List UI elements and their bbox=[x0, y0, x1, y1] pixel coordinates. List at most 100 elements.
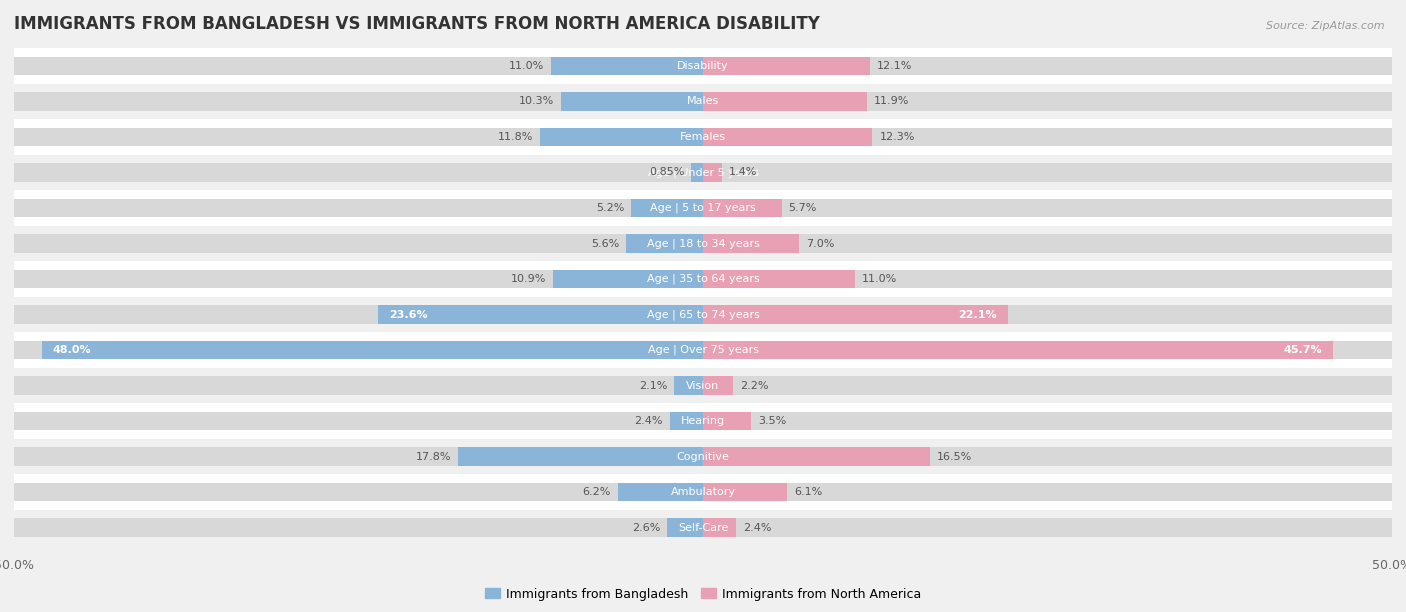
Bar bbox=[617, 483, 703, 501]
Text: Vision: Vision bbox=[686, 381, 720, 390]
Bar bbox=[14, 119, 1392, 155]
Text: Disability: Disability bbox=[678, 61, 728, 71]
Text: 12.3%: 12.3% bbox=[879, 132, 915, 142]
Text: 11.9%: 11.9% bbox=[875, 97, 910, 106]
Bar bbox=[14, 368, 1392, 403]
Legend: Immigrants from Bangladesh, Immigrants from North America: Immigrants from Bangladesh, Immigrants f… bbox=[479, 583, 927, 605]
Text: Self-Care: Self-Care bbox=[678, 523, 728, 532]
Text: 1.4%: 1.4% bbox=[730, 168, 758, 177]
Bar bbox=[703, 518, 737, 537]
Text: 45.7%: 45.7% bbox=[1284, 345, 1322, 355]
Text: Cognitive: Cognitive bbox=[676, 452, 730, 461]
Bar bbox=[14, 48, 1392, 84]
Bar bbox=[14, 234, 703, 253]
Bar bbox=[14, 155, 1392, 190]
Bar bbox=[14, 412, 703, 430]
Bar bbox=[14, 439, 1392, 474]
Bar bbox=[703, 518, 1392, 537]
Bar bbox=[540, 128, 703, 146]
Text: IMMIGRANTS FROM BANGLADESH VS IMMIGRANTS FROM NORTH AMERICA DISABILITY: IMMIGRANTS FROM BANGLADESH VS IMMIGRANTS… bbox=[14, 15, 820, 33]
Bar bbox=[14, 447, 703, 466]
Text: 16.5%: 16.5% bbox=[938, 452, 973, 461]
Bar bbox=[14, 332, 1392, 368]
Text: 11.0%: 11.0% bbox=[862, 274, 897, 284]
Text: 5.6%: 5.6% bbox=[591, 239, 619, 248]
Bar bbox=[703, 234, 800, 253]
Text: Ambulatory: Ambulatory bbox=[671, 487, 735, 497]
Text: Age | Over 75 years: Age | Over 75 years bbox=[648, 345, 758, 356]
Text: 7.0%: 7.0% bbox=[807, 239, 835, 248]
Bar bbox=[14, 84, 1392, 119]
Bar bbox=[668, 518, 703, 537]
Text: 10.9%: 10.9% bbox=[510, 274, 546, 284]
Bar bbox=[378, 305, 703, 324]
Text: 6.1%: 6.1% bbox=[794, 487, 823, 497]
Text: Age | 65 to 74 years: Age | 65 to 74 years bbox=[647, 309, 759, 320]
Bar bbox=[703, 412, 751, 430]
Bar bbox=[14, 518, 703, 537]
Text: Source: ZipAtlas.com: Source: ZipAtlas.com bbox=[1267, 21, 1385, 31]
Bar bbox=[631, 199, 703, 217]
Bar bbox=[14, 226, 1392, 261]
Bar bbox=[703, 376, 734, 395]
Bar bbox=[703, 341, 1392, 359]
Bar bbox=[669, 412, 703, 430]
Bar bbox=[703, 270, 1392, 288]
Bar bbox=[703, 305, 1392, 324]
Bar bbox=[703, 483, 787, 501]
Bar bbox=[703, 305, 1008, 324]
Text: 22.1%: 22.1% bbox=[957, 310, 997, 319]
Bar bbox=[14, 483, 703, 501]
Bar bbox=[14, 305, 703, 324]
Bar bbox=[42, 341, 703, 359]
Bar bbox=[692, 163, 703, 182]
Bar bbox=[14, 57, 703, 75]
Text: 6.2%: 6.2% bbox=[582, 487, 610, 497]
Bar bbox=[626, 234, 703, 253]
Text: 10.3%: 10.3% bbox=[519, 97, 554, 106]
Text: 5.2%: 5.2% bbox=[596, 203, 624, 213]
Bar bbox=[703, 234, 1392, 253]
Bar bbox=[14, 128, 703, 146]
Bar bbox=[14, 297, 1392, 332]
Text: 12.1%: 12.1% bbox=[876, 61, 912, 71]
Bar bbox=[14, 403, 1392, 439]
Text: Age | Under 5 years: Age | Under 5 years bbox=[648, 167, 758, 177]
Bar bbox=[703, 199, 1392, 217]
Bar bbox=[561, 92, 703, 111]
Bar bbox=[553, 270, 703, 288]
Bar bbox=[14, 376, 703, 395]
Text: 0.85%: 0.85% bbox=[650, 168, 685, 177]
Text: Age | 18 to 34 years: Age | 18 to 34 years bbox=[647, 238, 759, 249]
Text: Age | 35 to 64 years: Age | 35 to 64 years bbox=[647, 274, 759, 285]
Bar bbox=[14, 190, 1392, 226]
Bar bbox=[703, 57, 870, 75]
Bar bbox=[703, 128, 1392, 146]
Bar bbox=[703, 163, 723, 182]
Text: Females: Females bbox=[681, 132, 725, 142]
Bar bbox=[703, 376, 1392, 395]
Bar bbox=[703, 92, 868, 111]
Bar bbox=[703, 199, 782, 217]
Bar bbox=[703, 341, 1333, 359]
Text: 3.5%: 3.5% bbox=[758, 416, 786, 426]
Text: 11.8%: 11.8% bbox=[498, 132, 533, 142]
Text: 2.4%: 2.4% bbox=[634, 416, 664, 426]
Text: 2.4%: 2.4% bbox=[742, 523, 772, 532]
Bar bbox=[14, 163, 703, 182]
Bar bbox=[14, 92, 703, 111]
Bar bbox=[703, 412, 1392, 430]
Bar bbox=[458, 447, 703, 466]
Bar bbox=[14, 474, 1392, 510]
Text: 2.1%: 2.1% bbox=[638, 381, 668, 390]
Bar bbox=[14, 199, 703, 217]
Bar bbox=[14, 261, 1392, 297]
Bar bbox=[551, 57, 703, 75]
Text: Age | 5 to 17 years: Age | 5 to 17 years bbox=[650, 203, 756, 213]
Bar bbox=[14, 270, 703, 288]
Bar bbox=[703, 270, 855, 288]
Bar bbox=[703, 163, 1392, 182]
Bar bbox=[703, 447, 931, 466]
Text: 48.0%: 48.0% bbox=[52, 345, 91, 355]
Text: 11.0%: 11.0% bbox=[509, 61, 544, 71]
